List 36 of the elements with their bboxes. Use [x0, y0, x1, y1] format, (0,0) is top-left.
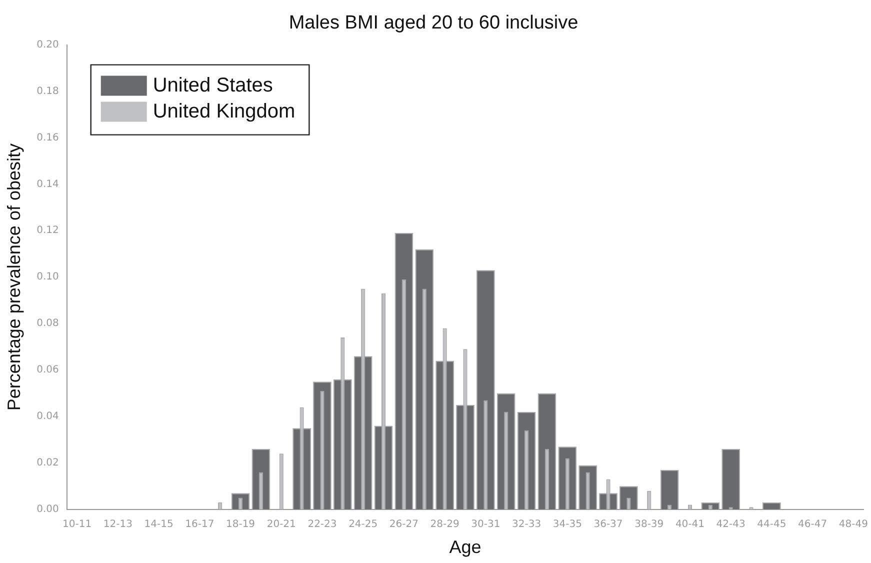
- y-tick-label: 0.18: [36, 86, 59, 97]
- y-tick-label: 0.16: [36, 132, 59, 144]
- x-tick-label: 12-13: [103, 518, 132, 530]
- x-tick-label: 10-11: [62, 518, 92, 530]
- x-tick-label: 20-21: [266, 518, 296, 530]
- x-tick-label: 26-27: [389, 518, 418, 530]
- y-tick-label: 0.00: [36, 504, 59, 515]
- x-tick-label: 38-39: [634, 518, 664, 530]
- x-tick-label: 24-25: [348, 518, 378, 530]
- y-tick-label: 0.06: [36, 364, 59, 376]
- y-tick-label: 0.12: [36, 225, 59, 236]
- y-tick-label: 0.04: [36, 411, 59, 422]
- x-tick-label: 44-45: [757, 518, 786, 530]
- x-tick-label: 48-49: [838, 518, 868, 530]
- x-tick-label: 18-19: [226, 518, 256, 530]
- x-tick-label: 40-41: [675, 518, 705, 530]
- x-tick-label: 32-33: [512, 518, 542, 530]
- x-tick-label: 28-29: [430, 518, 460, 530]
- x-tick-label: 16-17: [185, 518, 214, 530]
- x-tick-label: 22-23: [308, 518, 337, 530]
- y-tick-label: 0.14: [36, 178, 59, 190]
- legend-label: United States: [152, 74, 273, 96]
- y-tick-label: 0.02: [36, 458, 59, 469]
- y-axis-title: Percentage prevalence of obesity: [4, 144, 24, 411]
- x-tick-label: 36-37: [594, 518, 623, 530]
- chart-title: Males BMI aged 20 to 60 inclusive: [288, 12, 578, 34]
- legend-label: United Kingdom: [152, 100, 296, 122]
- x-tick-label: 14-15: [144, 518, 174, 530]
- y-tick-label: 0.10: [36, 272, 59, 283]
- x-tick-label: 46-47: [798, 518, 828, 530]
- y-tick-label: 0.20: [36, 39, 59, 50]
- x-tick-label: 30-31: [471, 518, 500, 530]
- x-tick-label: 34-35: [552, 518, 582, 530]
- x-axis-title: Age: [449, 537, 482, 558]
- y-tick-label: 0.08: [36, 318, 59, 330]
- x-tick-label: 42-43: [716, 518, 746, 530]
